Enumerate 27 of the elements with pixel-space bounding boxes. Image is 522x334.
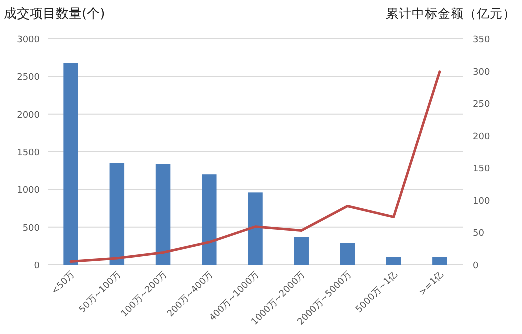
bar [64,63,78,265]
y2-tick-label: 300 [473,68,490,78]
y-tick-label: 2000 [17,110,40,121]
bar [432,257,448,265]
line-series [70,70,442,264]
y2-axis-title: 累计中标金额（亿元） [386,6,516,21]
y2-tick-label: 150 [473,164,490,175]
y-tick-label: 2500 [17,73,40,84]
y-tick-label: 1000 [17,186,40,196]
bar [386,257,402,265]
bar [294,237,309,265]
bar [248,192,263,265]
y-tick-label: 0 [34,262,40,272]
y-tick-label: 3000 [17,36,40,46]
y-axis-title: 成交项目数量(个) [4,6,106,22]
y2-tick-label: 200 [473,132,490,142]
y2-tick-label: 100 [473,196,490,207]
y2-tick-label: 350 [473,36,490,46]
bar [340,243,356,265]
y-tick-label: 500 [22,224,40,234]
y2-tick-label: 50 [473,229,485,240]
y2-tick-label: 250 [473,100,490,110]
y2-tick-label: 0 [473,262,479,272]
bar [156,164,171,265]
bar [202,174,217,265]
bar [110,163,125,265]
y-tick-label: 1500 [17,148,40,158]
